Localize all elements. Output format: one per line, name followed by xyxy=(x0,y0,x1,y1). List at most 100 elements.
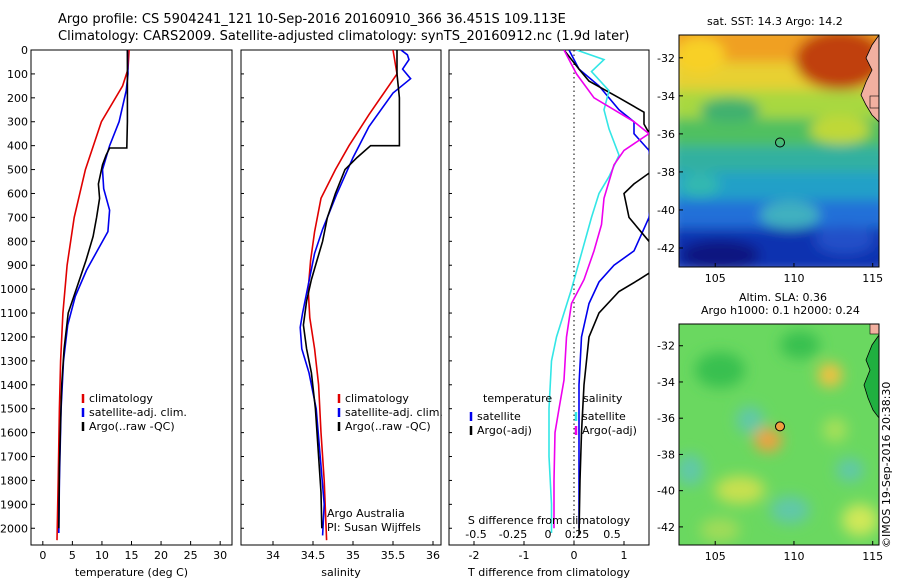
difference-x-tick-label: 0 xyxy=(571,549,578,562)
temperature-legend-label: satellite-adj. clim. xyxy=(89,406,187,419)
salinity-panel: 34 34.5 35 35.5 36 salinity climatologysatelli… xyxy=(240,49,443,579)
difference-series-temperature-satellite xyxy=(568,50,649,529)
depth-tick-label: 200 xyxy=(7,92,28,105)
sla-map: Altim. SLA: 0.36 Argo h1000: 0.1 h2000: … xyxy=(657,291,883,563)
map-lat-tick-label: -36 xyxy=(657,412,675,425)
depth-tick-label: 1200 xyxy=(0,331,28,344)
sst-land-box xyxy=(869,95,879,109)
temperature-frame xyxy=(30,49,233,546)
depth-tick-label: 1800 xyxy=(0,474,28,487)
sla-land-box xyxy=(869,324,879,335)
salinity-frame xyxy=(240,49,442,546)
salinity-difference-tick-label: -0.5 xyxy=(465,528,486,541)
salinity-x-tick-label: 34.5 xyxy=(301,549,326,562)
difference-x-tick-label: 1 xyxy=(621,549,628,562)
map-lat-tick-label: -38 xyxy=(657,448,675,461)
salinity-series-argo-raw-qc- xyxy=(302,50,401,529)
map-lat-tick-label: -32 xyxy=(657,340,675,353)
map-lat-tick-label: -38 xyxy=(657,166,675,179)
sla-map-title: Altim. SLA: 0.36 xyxy=(739,291,827,304)
temperature-x-tick-label: 5 xyxy=(69,549,76,562)
map-lat-tick-label: -42 xyxy=(657,242,675,255)
sst-argo-position-marker xyxy=(775,137,785,148)
depth-tick-label: 700 xyxy=(7,211,28,224)
depth-tick-label: 500 xyxy=(7,164,28,177)
sst-map-title: sat. SST: 14.3 Argo: 14.2 xyxy=(707,15,843,28)
map-lon-tick-label: 105 xyxy=(705,272,726,285)
depth-tick-label: 800 xyxy=(7,235,28,248)
map-lat-tick-label: -32 xyxy=(657,52,675,65)
depth-tick-label: 1400 xyxy=(0,379,28,392)
salinity-difference-tick-label: 0.5 xyxy=(603,528,621,541)
difference-series-temperature-argo-adj- xyxy=(563,50,649,536)
salinity-series-satellite-adj-clim- xyxy=(299,50,412,536)
map-lat-tick-label: -34 xyxy=(657,376,675,389)
salinity-x-tick-label: 36 xyxy=(426,549,440,562)
depth-tick-label: 300 xyxy=(7,116,28,129)
temperature-series-argo-raw-qc- xyxy=(58,50,129,529)
salinity-difference-axis-label: S difference from climatology xyxy=(468,514,631,527)
depth-tick-label: 600 xyxy=(7,187,28,200)
depth-tick-label: 900 xyxy=(7,259,28,272)
credit-annotation: PI: Susan Wijffels xyxy=(327,521,421,534)
figure-title-line-1: Argo profile: CS 5904241_121 10-Sep-2016… xyxy=(58,12,566,27)
depth-tick-label: 1500 xyxy=(0,403,28,416)
sla-map-subtitle: Argo h1000: 0.1 h2000: 0.24 xyxy=(701,304,860,317)
temperature-x-tick-label: 15 xyxy=(125,549,139,562)
figure-title-line-2: Climatology: CARS2009. Satellite-adjuste… xyxy=(58,29,630,44)
salinity-x-tick-label: 34 xyxy=(266,549,280,562)
difference-series-salinity-argo-adj- xyxy=(553,50,649,529)
salinity-legend-label: satellite-adj. clim. xyxy=(345,406,443,419)
sla-coastline xyxy=(863,334,879,419)
temperature-legend-label: climatology xyxy=(89,392,153,405)
temperature-x-tick-label: 20 xyxy=(154,549,168,562)
difference-x-tick-label: -2 xyxy=(469,549,480,562)
difference-x-axis-label: T difference from climatology xyxy=(467,566,630,579)
temperature-x-axis-label: temperature (deg C) xyxy=(75,566,188,579)
temperature-panel: 0100200300400500600700800900100011001200… xyxy=(0,44,233,579)
map-lat-tick-label: -40 xyxy=(657,204,675,217)
salinity-legend-label: climatology xyxy=(345,392,409,405)
legend-heading-temperature: temperature xyxy=(483,392,552,405)
salinity-difference-tick-label: 0 xyxy=(545,528,552,541)
imos-credit: ©IMOS 19-Sep-2016 20:38:30 xyxy=(880,382,893,548)
depth-tick-label: 1300 xyxy=(0,355,28,368)
temperature-x-tick-label: 30 xyxy=(213,549,227,562)
depth-tick-label: 1000 xyxy=(0,283,28,296)
depth-tick-label: 1600 xyxy=(0,427,28,440)
credit-annotation: Argo Australia xyxy=(327,507,405,520)
sst-map: sat. SST: 14.3 Argo: 14.2 xyxy=(657,15,883,285)
map-lon-tick-label: 105 xyxy=(705,550,726,563)
depth-tick-label: 0 xyxy=(21,44,28,57)
difference-legend-label: satellite xyxy=(582,410,626,423)
legend-heading-salinity: salinity xyxy=(583,392,623,405)
salinity-x-tick-label: 35 xyxy=(346,549,360,562)
salinity-difference-tick-label: -0.25 xyxy=(499,528,527,541)
depth-tick-label: 1700 xyxy=(0,451,28,464)
temperature-x-tick-label: 25 xyxy=(184,549,198,562)
difference-panel: -2 -1 0 1 T difference from climatology tempe… xyxy=(448,49,650,579)
map-lat-tick-label: -36 xyxy=(657,128,675,141)
difference-legend-label: Argo(-adj) xyxy=(477,424,532,437)
temperature-x-tick-label: 10 xyxy=(95,549,109,562)
difference-frame xyxy=(448,49,650,546)
difference-legend-label: satellite xyxy=(477,410,521,423)
depth-tick-label: 2000 xyxy=(0,522,28,535)
salinity-x-tick-label: 35.5 xyxy=(381,549,406,562)
map-lon-tick-label: 115 xyxy=(862,550,883,563)
salinity-legend-label: Argo(..raw -QC) xyxy=(345,420,431,433)
sla-argo-position-marker xyxy=(775,421,785,432)
salinity-x-axis-label: salinity xyxy=(321,566,361,579)
map-lon-tick-label: 110 xyxy=(783,272,804,285)
map-lon-tick-label: 115 xyxy=(862,272,883,285)
temperature-series-satellite-adj-clim- xyxy=(58,50,129,534)
temperature-legend-label: Argo(..raw -QC) xyxy=(89,420,175,433)
depth-tick-label: 1100 xyxy=(0,307,28,320)
temperature-x-tick-label: 0 xyxy=(39,549,46,562)
difference-x-tick-label: -1 xyxy=(519,549,530,562)
map-lat-tick-label: -40 xyxy=(657,485,675,498)
depth-tick-label: 400 xyxy=(7,140,28,153)
depth-tick-label: 1900 xyxy=(0,498,28,511)
